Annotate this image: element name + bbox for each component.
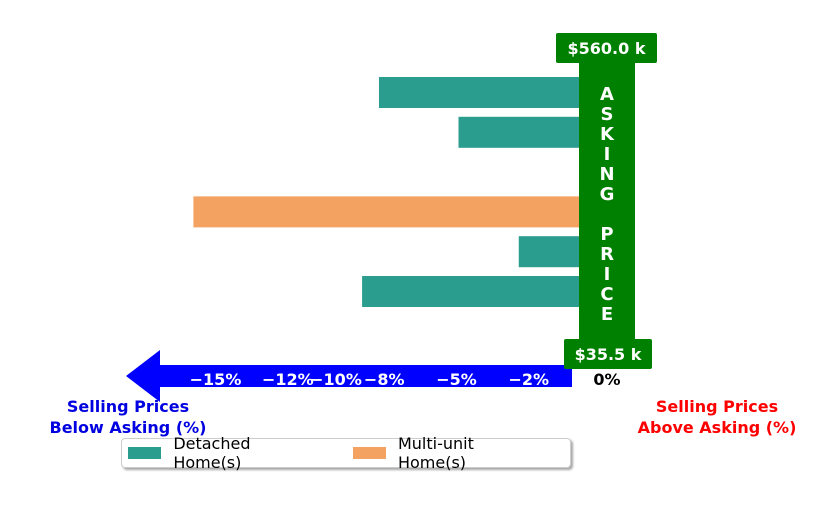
above-asking-label-line-2: Above Asking (%) — [637, 418, 797, 437]
x-tick-label-6: −2% — [509, 370, 550, 389]
x-tick-label-3: −10% — [310, 370, 362, 389]
asking-price-letter-9: R — [600, 244, 614, 265]
bar-6 — [362, 276, 579, 307]
x-tick-label-1: −15% — [190, 370, 242, 389]
above-asking-label-line-1: Selling Prices — [655, 397, 779, 416]
below-asking-label-line-2: Below Asking (%) — [49, 418, 207, 437]
legend-item-detached: Detached Home(s) — [128, 434, 321, 472]
legend-swatch-multi-unit — [352, 447, 386, 459]
x-tick-label-2: −12% — [262, 370, 314, 389]
x-tick-label-5: −5% — [436, 370, 477, 389]
legend-label-multi-unit: Multi-unit Home(s) — [397, 434, 474, 472]
below-asking-arrow — [126, 350, 572, 402]
below-asking-label: Selling Prices Below Asking (%) — [40, 396, 216, 438]
below-asking-label-line-1: Selling Prices — [66, 397, 190, 416]
x-tick-label-7: 0% — [593, 370, 620, 389]
asking-price-letter-4: I — [604, 144, 611, 165]
asking-price-letter-1: A — [600, 84, 614, 105]
asking-price-letter-6: G — [600, 184, 615, 205]
asking-price-letter-5: N — [599, 164, 614, 185]
bottom-price-badge — [564, 339, 652, 369]
above-asking-label: Selling Prices Above Asking (%) — [628, 396, 806, 438]
bar-4 — [193, 196, 579, 228]
asking-price-letter-8: P — [600, 224, 613, 245]
legend-item-multi-unit: Multi-unit Home(s) — [352, 434, 544, 472]
top-price-label: $560.0 k — [568, 39, 646, 58]
legend: Detached Home(s) Multi-unit Home(s) — [121, 434, 571, 472]
asking-price-letter-12: E — [601, 304, 613, 325]
asking-price-letter-2: S — [601, 104, 614, 125]
top-price-badge — [556, 33, 657, 63]
asking-price-letter-3: K — [600, 124, 615, 145]
bottom-price-label: $35.5 k — [575, 345, 642, 364]
asking-price-letter-11: C — [600, 284, 613, 305]
bar-5 — [518, 236, 579, 268]
legend-swatch-detached — [128, 447, 162, 459]
x-tick-label-4: −8% — [364, 370, 405, 389]
asking-price-letter-10: I — [604, 264, 611, 285]
legend-label-detached: Detached Home(s) — [173, 434, 251, 472]
bar-1 — [378, 77, 579, 108]
asking-price-bar — [579, 62, 635, 346]
bar-2 — [458, 116, 579, 148]
